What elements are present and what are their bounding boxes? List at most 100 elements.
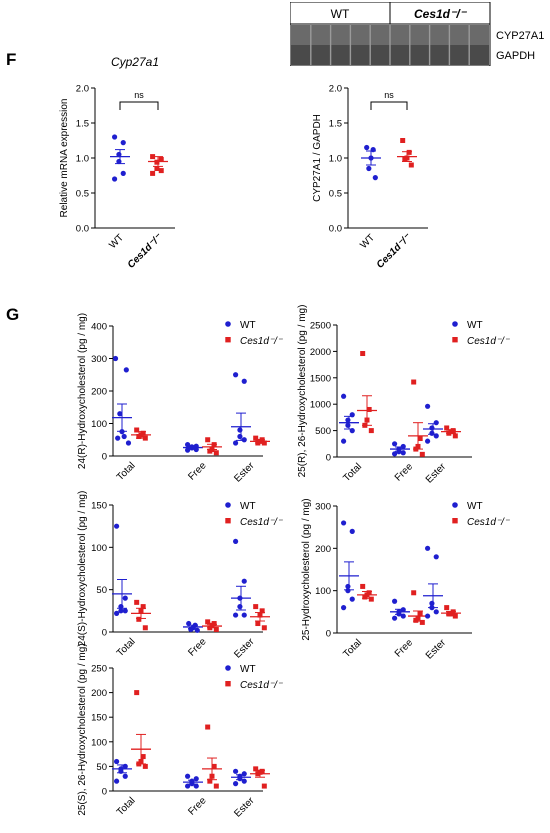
x-tick-label: Total	[115, 636, 138, 659]
series-ko-point	[150, 170, 156, 176]
legend-marker-wt	[452, 502, 458, 508]
series-ko-point	[154, 166, 160, 171]
y-tick-label: 50	[96, 585, 107, 596]
y-tick-label: 200	[315, 544, 331, 555]
y-tick-label: 0	[102, 452, 107, 463]
series-ko-point	[205, 619, 211, 625]
series-ko-point	[211, 763, 217, 769]
series-wt-point	[114, 758, 120, 765]
x-tick-label: Total	[115, 795, 138, 818]
series-wt-point	[237, 604, 243, 610]
series-wt-point	[233, 612, 239, 618]
series-ko-point	[136, 434, 142, 439]
significance-bracket	[119, 101, 159, 110]
series-ko-point	[261, 625, 267, 631]
panel-letter-f: F	[6, 50, 17, 69]
series-wt-point	[364, 144, 370, 151]
series-wt-point	[237, 433, 243, 440]
legend-marker-ko	[225, 518, 231, 524]
western-blot: WT Ces1d⁻/⁻ CYP27A1 GAPDH	[289, 1, 545, 67]
series-wt-point	[425, 613, 431, 619]
panel-letter-g: G	[6, 305, 20, 324]
y-axis-label: 25-Hydroxycholesterol (pg / mg)	[301, 498, 312, 640]
series-wt-point	[341, 393, 347, 399]
y-tick-label: 300	[315, 502, 331, 513]
y-tick-label: 0	[326, 629, 331, 640]
series-wt-point	[429, 425, 435, 431]
y-tick-label: 100	[91, 737, 107, 748]
series-wt-point	[425, 545, 431, 551]
series-ko-point	[452, 613, 458, 619]
legend-label-ko: Ces1d⁻/⁻	[240, 517, 283, 528]
y-tick-label: 2.0	[76, 84, 89, 95]
series-wt-point	[425, 403, 431, 409]
series-wt-point	[122, 595, 128, 601]
series-wt-point	[185, 442, 191, 448]
significance-label: ns	[134, 90, 144, 100]
y-tick-label: 1.0	[76, 154, 89, 165]
series-ko-point	[417, 611, 423, 617]
chart-title: Cyp27a1	[111, 55, 159, 69]
legend-label-ko: Ces1d⁻/⁻	[240, 680, 283, 691]
x-tick-label: Free	[186, 795, 209, 818]
series-wt-point	[341, 438, 347, 444]
series-wt-point	[120, 140, 126, 146]
chart-cyp27a1-protein: 0.0 0.5 1.0 1.5 2.0 CYP27A1 / GAPDH ns WTCes1d⁻…	[312, 84, 428, 271]
series-wt-point	[185, 773, 191, 779]
series-ko-point	[400, 138, 406, 143]
blot-band-label-gapdh: GAPDH	[496, 50, 535, 62]
series-wt-point	[345, 417, 351, 423]
series-ko-point	[452, 433, 458, 439]
series-ko-point	[150, 154, 156, 160]
legend-label-wt: WT	[467, 320, 483, 331]
y-tick-label: 200	[91, 387, 107, 398]
y-tick-label: 2500	[310, 321, 331, 332]
x-tick-label: Ester	[232, 460, 257, 485]
series-ko-point	[142, 625, 148, 631]
significance-label: ns	[384, 90, 394, 100]
series-ko-point	[406, 149, 412, 155]
series-wt-point	[193, 783, 199, 789]
y-tick-label: 100	[315, 586, 331, 597]
blot-svg: WT Ces1d⁻/⁻ CYP27A1 GAPDH	[289, 1, 544, 67]
x-tick-label: Ces1d⁻/⁻	[126, 231, 166, 271]
series-wt-point	[122, 773, 128, 779]
y-axis-label: CYP27A1 / GAPDH	[312, 114, 323, 202]
series-ko-point	[417, 436, 423, 442]
series-ko-point	[134, 690, 140, 696]
series-wt-point	[115, 435, 121, 441]
series-ko-point	[261, 783, 267, 789]
series-ko-point	[158, 168, 164, 174]
series-wt-point	[349, 528, 355, 535]
y-tick-label: 0.0	[76, 224, 89, 235]
series-wt-point	[349, 596, 355, 602]
series-wt-point	[122, 608, 128, 614]
y-tick-label: 2000	[310, 347, 331, 358]
legend-marker-wt	[225, 321, 231, 327]
legend-marker-ko	[452, 518, 458, 524]
series-wt-point	[425, 438, 431, 444]
y-tick-label: 1.0	[329, 154, 342, 165]
series-ko-point	[154, 159, 160, 165]
series-ko-point	[136, 616, 142, 622]
y-axis-label: 24(S)-Hydroxycholesterol (pg / mg)	[77, 491, 88, 647]
series-ko-point	[419, 619, 425, 625]
y-tick-label: 500	[315, 426, 331, 437]
series-ko-point	[253, 766, 259, 772]
y-tick-label: 1.5	[329, 119, 342, 130]
y-tick-label: 400	[91, 322, 107, 333]
series-wt-point	[241, 612, 247, 618]
series-ko-point	[411, 590, 417, 596]
series-wt-point	[123, 367, 129, 373]
series-wt-point	[114, 610, 120, 616]
series-wt-point	[345, 588, 351, 594]
series-ko-point	[134, 599, 140, 605]
y-tick-label: 100	[91, 543, 107, 554]
series-ko-point	[134, 427, 140, 433]
y-tick-label: 200	[91, 688, 107, 699]
series-ko-point	[205, 437, 211, 443]
